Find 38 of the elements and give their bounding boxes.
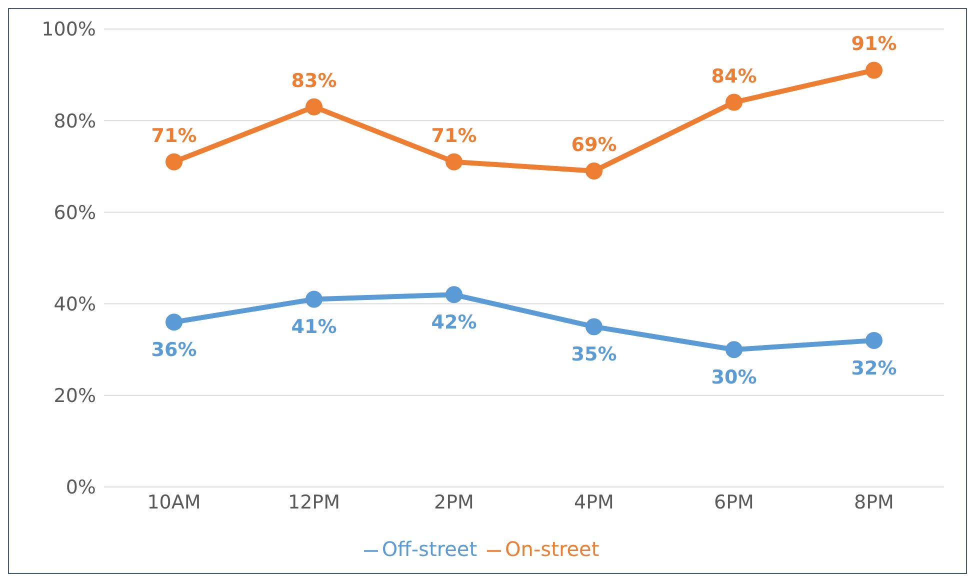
point [306, 290, 322, 308]
data-label: 35% [571, 344, 617, 366]
point [446, 153, 462, 170]
data-label: 30% [711, 366, 757, 389]
y-tick-label: 20% [54, 385, 96, 408]
x-tick-label: 8PM [854, 491, 894, 514]
point [866, 62, 882, 79]
data-label: 41% [291, 316, 337, 338]
y-tick-label: 100% [42, 18, 96, 41]
data-label: 84% [711, 65, 757, 88]
data-label: 71% [151, 124, 197, 147]
x-tick-label: 2PM [434, 491, 474, 514]
y-tick-label: 0% [66, 476, 96, 499]
legend-label: On-street [505, 537, 600, 561]
point [586, 318, 602, 336]
point [306, 98, 322, 116]
data-label: 71% [431, 124, 477, 147]
data-label: 36% [151, 339, 197, 362]
data-label: 32% [851, 357, 897, 380]
legend-label: Off-street [382, 537, 478, 561]
y-tick-label: 40% [54, 294, 96, 316]
point [166, 153, 182, 170]
y-tick-label: 60% [54, 202, 96, 224]
point [446, 286, 462, 304]
x-tick-label: 6PM [714, 491, 754, 514]
data-label: 83% [291, 70, 337, 92]
x-tick-label: 12PM [288, 491, 340, 514]
point [726, 341, 742, 358]
point [166, 314, 182, 331]
x-tick-label: 4PM [574, 491, 614, 514]
data-label: 69% [571, 134, 617, 156]
point [866, 332, 882, 349]
point [726, 94, 742, 111]
point [586, 162, 602, 180]
data-label: 91% [851, 33, 897, 56]
y-tick-label: 80% [54, 110, 96, 132]
data-label: 42% [431, 312, 477, 334]
x-tick-label: 10AM [147, 491, 201, 514]
